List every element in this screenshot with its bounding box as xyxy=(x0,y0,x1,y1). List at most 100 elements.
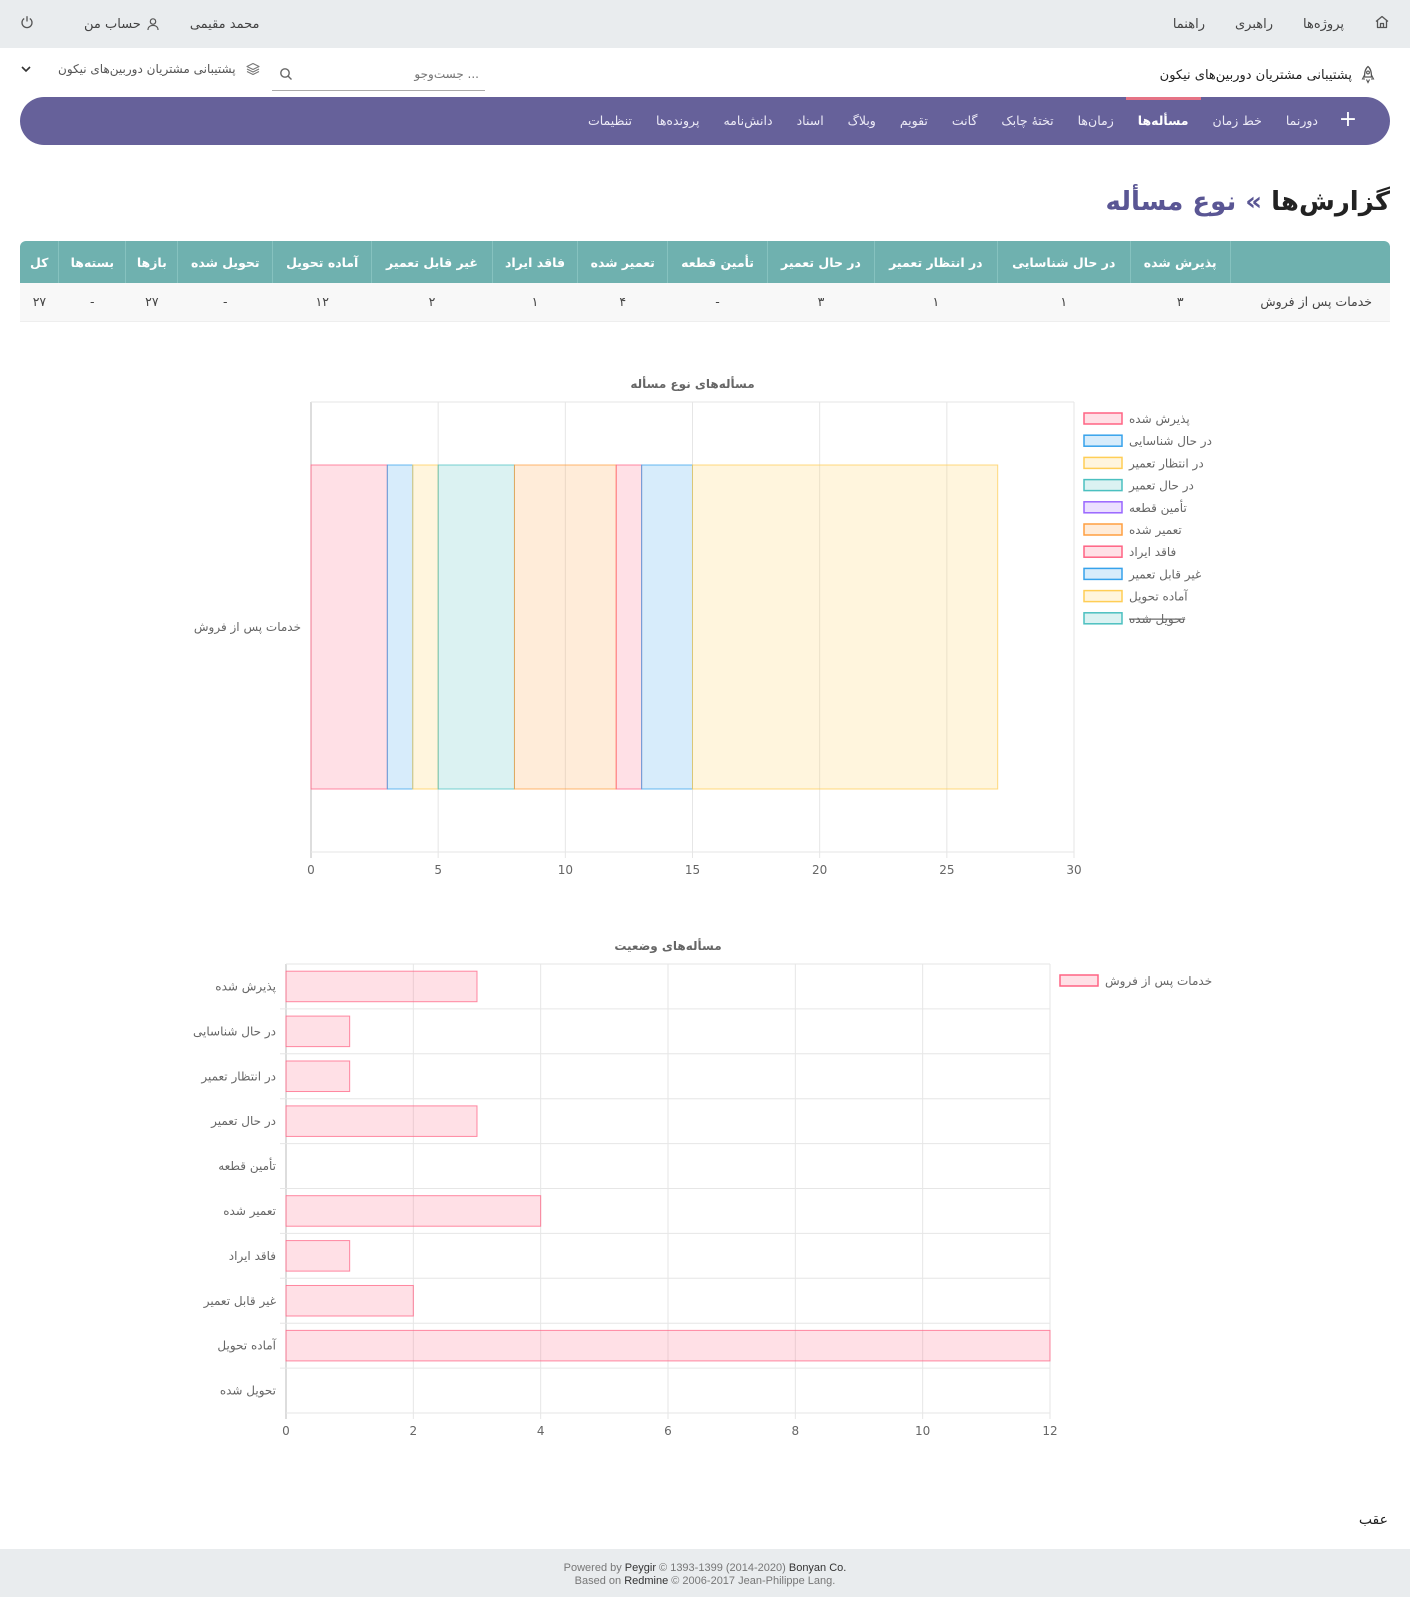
legend-label[interactable]: تعمیر شده xyxy=(1129,523,1182,538)
project-jump-label: پشتیبانی مشتریان دوربین‌های نیکون xyxy=(58,62,236,76)
report-table-header: پذیرش شده در حال شناسایی در انتظار تعمیر در… xyxy=(20,241,1390,283)
peygir-link[interactable]: Peygir xyxy=(624,1562,656,1574)
tab-0[interactable]: دورنما xyxy=(1285,113,1318,128)
x-tick-label: 6 xyxy=(664,1424,672,1438)
table-cell[interactable]: ۳ xyxy=(1130,283,1230,322)
chevron-down-icon[interactable] xyxy=(20,63,32,75)
tab-9[interactable]: دانش‌نامه xyxy=(723,113,773,128)
x-tick-label: 20 xyxy=(812,863,827,877)
page-title-sub: نوع مسأله xyxy=(1105,187,1237,217)
help-link[interactable]: راهنما xyxy=(1172,16,1205,32)
search-icon[interactable] xyxy=(279,67,293,81)
table-cell[interactable]: ۱۲ xyxy=(272,283,372,322)
tab-2[interactable]: مسأله‌ها xyxy=(1125,97,1201,145)
bar xyxy=(310,464,388,790)
tracker-chart-svg: مسأله‌های نوع مسأله 0 5 10 15 20 25 30 خدمات پس … xyxy=(194,376,1212,877)
tab-8[interactable]: اسناد xyxy=(796,113,824,128)
table-row: خدمات پس از فروش ۳ ۱ ۱ ۳-۴ ۱ ۲ ۱۲-۲۷-۲۷ xyxy=(20,283,1390,322)
project-title: پشتیبانی مشتریان دوربین‌های نیکون xyxy=(1160,65,1376,85)
power-icon[interactable] xyxy=(20,15,34,33)
legend-swatch xyxy=(1083,545,1123,558)
legend-label[interactable]: فاقد ایراد xyxy=(1129,545,1176,560)
project-jump-select[interactable]: پشتیبانی مشتریان دوربین‌های نیکون xyxy=(20,62,260,76)
legend-label[interactable]: تأمین قطعه xyxy=(1129,499,1187,516)
bar xyxy=(641,464,694,790)
legend-label[interactable]: غیر قابل تعمیر xyxy=(1128,567,1201,582)
administration-link[interactable]: راهبری xyxy=(1234,16,1274,32)
legend-label[interactable]: در حال تعمیر xyxy=(1128,479,1194,494)
projects-link[interactable]: پروژه‌ها xyxy=(1303,16,1344,32)
search-box[interactable] xyxy=(272,58,485,91)
table-cell[interactable]: ۳ xyxy=(767,283,875,322)
project-title-text: پشتیبانی مشتریان دوربین‌های نیکون xyxy=(1159,67,1352,83)
tab-1[interactable]: خط زمان xyxy=(1212,113,1262,128)
tab-5[interactable]: گانت xyxy=(951,113,978,128)
home-icon[interactable] xyxy=(1374,14,1390,34)
x-tick-label: 2 xyxy=(410,1424,418,1438)
legend-label[interactable]: در حال شناسایی xyxy=(1129,434,1212,449)
legend-label[interactable]: خدمات پس از فروش xyxy=(1105,974,1212,989)
table-cell: - xyxy=(177,283,273,322)
back-link[interactable]: عقب xyxy=(1358,1512,1388,1528)
legend-label[interactable]: آماده تحویل xyxy=(1129,589,1188,605)
x-tick-label: 4 xyxy=(537,1424,545,1438)
y-category-label: در حال تعمیر xyxy=(210,1114,276,1129)
table-cell[interactable]: ۱ xyxy=(492,283,578,322)
legend-label[interactable]: پذیرش شده xyxy=(1129,412,1190,427)
table-cell[interactable]: ۱ xyxy=(874,283,998,322)
bonyan-link[interactable]: Bonyan Co. xyxy=(788,1562,847,1574)
status-chart-svg: مسأله‌های وضعیت 0 2 4 6 8 10 12 پذیرش شده در حال … xyxy=(193,938,1212,1438)
x-tick-label: 10 xyxy=(558,863,573,877)
tab-11[interactable]: تنظیمات xyxy=(587,113,633,128)
legend-swatch xyxy=(1083,589,1123,603)
my-account-label: حساب من xyxy=(84,16,141,32)
x-tick-label: 15 xyxy=(685,863,700,877)
x-tick-label: 10 xyxy=(915,1424,930,1438)
my-account-link[interactable]: حساب من xyxy=(84,17,160,32)
search-input[interactable] xyxy=(299,67,479,81)
bar xyxy=(285,1284,414,1317)
user-icon xyxy=(147,18,159,31)
new-object-plus-icon[interactable]: + xyxy=(1338,107,1358,132)
legend-swatch xyxy=(1083,567,1123,581)
bar xyxy=(285,1015,351,1048)
legend-swatch xyxy=(1083,456,1123,470)
bar xyxy=(615,464,643,790)
x-tick-label: 0 xyxy=(307,863,315,877)
user-name-link[interactable]: محمد مقیمی xyxy=(189,16,260,32)
bar xyxy=(285,1329,1051,1362)
tab-3[interactable]: زمان‌ها xyxy=(1077,113,1114,128)
y-category-label: در حال شناسایی xyxy=(193,1024,276,1039)
table-cell[interactable]: ۲ xyxy=(371,283,493,322)
legend-label[interactable]: تحویل شده xyxy=(1129,612,1185,627)
table-cell: - xyxy=(58,283,126,322)
table-cell[interactable]: ۲۷ xyxy=(20,283,59,322)
footer: Powered by Peygir © 1393-1399 (2014-2020… xyxy=(0,1549,1410,1597)
legend-label[interactable]: در انتظار تعمیر xyxy=(1128,456,1204,471)
x-tick-label: 8 xyxy=(792,1424,800,1438)
x-tick-label: 12 xyxy=(1042,1424,1057,1438)
tab-7[interactable]: وبلاگ xyxy=(847,113,876,128)
row-label-link[interactable]: خدمات پس از فروش xyxy=(1230,283,1390,322)
footer-copyright-1: © 1393-1399 (2014-2020) xyxy=(655,1562,789,1574)
top-menu-bar: پروژه‌ها راهبری راهنما محمد مقیمی حساب م… xyxy=(0,0,1410,48)
header-cell: در حال شناسایی xyxy=(996,241,1131,283)
tab-10[interactable]: پرونده‌ها xyxy=(656,113,700,128)
table-cell[interactable]: ۴ xyxy=(577,283,668,322)
y-category-label: تعمیر شده xyxy=(223,1204,276,1219)
tab-6[interactable]: تقویم xyxy=(899,113,928,128)
table-cell[interactable]: ۱ xyxy=(997,283,1131,322)
legend-swatch xyxy=(1083,523,1123,536)
legend-swatch xyxy=(1083,501,1123,514)
bar xyxy=(386,464,414,790)
legend-swatch xyxy=(1083,612,1123,625)
footer-based-on: Based on xyxy=(574,1575,625,1587)
redmine-link[interactable]: Redmine xyxy=(624,1575,669,1587)
y-category-label: آماده تحویل xyxy=(217,1338,276,1354)
tab-4[interactable]: تختهٔ چابک xyxy=(1001,113,1054,128)
table-cell[interactable]: ۲۷ xyxy=(125,283,178,322)
y-category-label: تأمین قطعه xyxy=(218,1157,276,1174)
chart-title: مسأله‌های وضعیت xyxy=(614,938,721,954)
y-category-label: تحویل شده xyxy=(220,1384,276,1399)
x-tick-label: 0 xyxy=(282,1424,290,1438)
